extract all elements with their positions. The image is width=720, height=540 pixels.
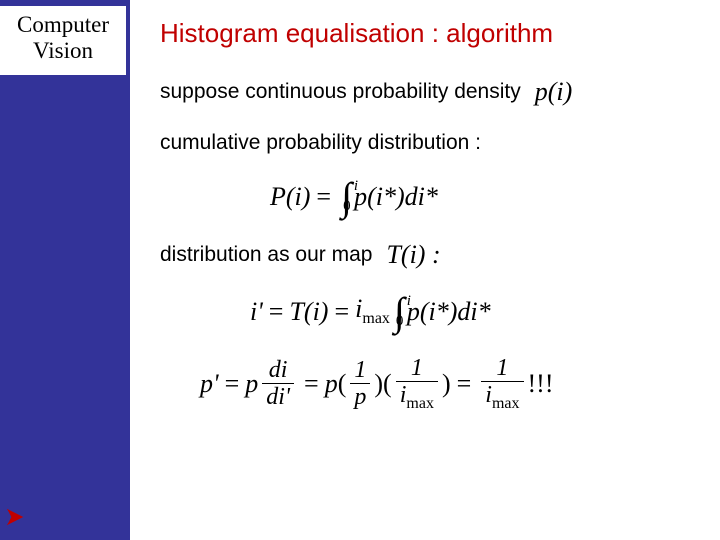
- equation-map: i' = T(i) = imax i ∫ 0 p(i*)di*: [250, 294, 700, 329]
- line-map: distribution as our map T(i) :: [160, 240, 700, 270]
- equation-result: p' = p di di' = p( 1 p )( 1 imax ) = 1 i…: [200, 355, 700, 413]
- main-content: Histogram equalisation : algorithm suppo…: [130, 0, 720, 540]
- line-density: suppose continuous probability density p…: [160, 77, 700, 107]
- sidebar-title: Computer Vision: [0, 6, 126, 75]
- line-cdf: cumulative probability distribution :: [160, 131, 700, 155]
- sidebar: Computer Vision: [0, 0, 130, 540]
- line-map-math: T(i) :: [386, 240, 440, 270]
- line-density-text: suppose continuous probability density: [160, 80, 521, 104]
- equation-cdf: P(i) = i ∫ 0 p(i*)di*: [270, 179, 700, 214]
- line-density-math: p(i): [535, 77, 573, 107]
- arrow-icon: [4, 506, 26, 528]
- slide-title: Histogram equalisation : algorithm: [160, 18, 700, 49]
- line-map-text: distribution as our map: [160, 243, 372, 267]
- sidebar-title-line1: Computer: [2, 12, 124, 38]
- sidebar-title-line2: Vision: [2, 38, 124, 64]
